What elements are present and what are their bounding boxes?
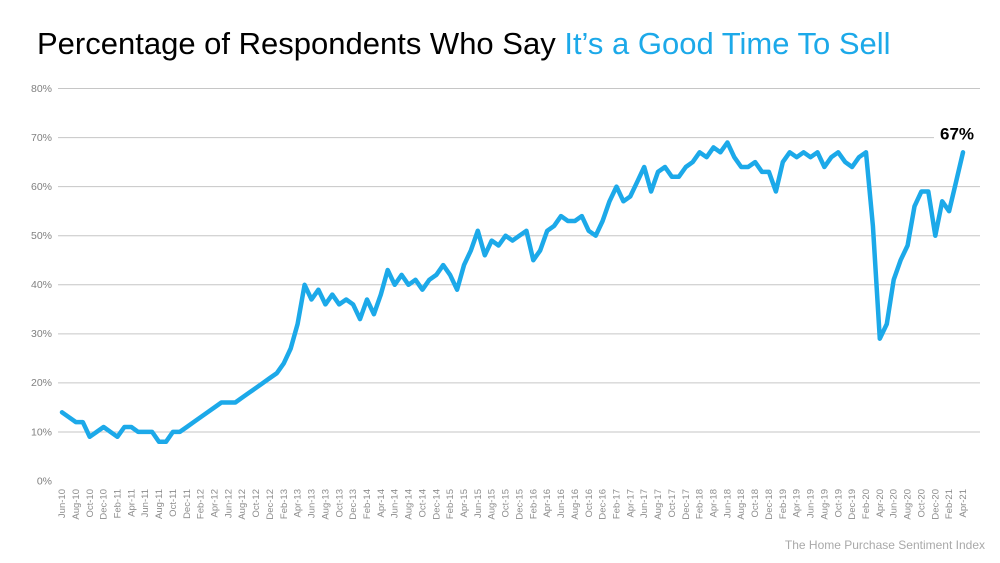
last-value-annotation: 67% (934, 123, 980, 146)
x-tick-label: Aug-18 (736, 489, 747, 520)
x-tick-label: Apr-21 (958, 489, 969, 518)
last-value-label: 67% (940, 124, 974, 143)
x-tick-label: Apr-13 (293, 489, 304, 518)
x-tick-label: Jun-19 (806, 489, 817, 518)
chart-title-black: Percentage of Respondents Who Say (37, 26, 564, 61)
data-series (59, 140, 966, 445)
x-tick-label: Apr-11 (126, 489, 137, 517)
x-tick-label: Dec-14 (431, 489, 442, 520)
x-tick-label: Dec-15 (514, 489, 525, 520)
x-tick-label: Apr-16 (542, 489, 553, 518)
x-tick-label: Aug-19 (819, 489, 830, 520)
x-tick-label: Dec-10 (99, 489, 110, 520)
x-axis-tick-labels: Jun-10 Aug-10 Oct-10 Dec-10 Feb-11 Apr-11 Jun-… (57, 489, 969, 520)
x-tick-label: Jun-16 (556, 489, 567, 518)
x-tick-label: Aug-20 (903, 489, 914, 520)
x-tick-label: Dec-18 (764, 489, 775, 520)
y-tick-label: 50% (31, 230, 52, 242)
x-tick-label: Feb-15 (445, 489, 456, 519)
x-tick-label: Oct-17 (667, 489, 678, 518)
x-tick-label: Jun-17 (639, 489, 650, 518)
trend-line (59, 140, 966, 445)
x-tick-label: Dec-11 (182, 489, 193, 519)
x-tick-label: Feb-12 (196, 489, 207, 519)
y-axis-tick-labels: 0% 10% 20% 30% 40% 50% 60% 70% 80% (31, 83, 52, 487)
x-tick-label: Feb-16 (528, 489, 539, 519)
y-tick-label: 30% (31, 328, 52, 340)
x-tick-label: Oct-10 (85, 489, 96, 518)
x-tick-label: Dec-20 (930, 489, 941, 520)
x-tick-label: Apr-19 (792, 489, 803, 518)
x-tick-label: Feb-20 (861, 489, 872, 519)
x-tick-label: Feb-21 (944, 489, 955, 519)
x-tick-label: Oct-13 (334, 489, 345, 518)
y-tick-label: 70% (31, 132, 52, 144)
y-tick-label: 40% (31, 279, 52, 291)
x-tick-label: Apr-17 (625, 489, 636, 518)
x-tick-label: Jun-18 (722, 489, 733, 518)
x-tick-label: Jun-13 (307, 489, 318, 518)
y-tick-label: 0% (37, 475, 52, 487)
x-tick-label: Dec-17 (681, 489, 692, 520)
x-tick-label: Feb-19 (778, 489, 789, 519)
x-tick-label: Oct-14 (417, 489, 428, 518)
x-tick-label: Aug-12 (237, 489, 248, 520)
x-tick-label: Oct-11 (168, 489, 179, 517)
y-tick-label: 20% (31, 377, 52, 389)
x-tick-label: Oct-16 (584, 489, 595, 518)
x-tick-label: Apr-14 (376, 489, 387, 518)
x-tick-label: Aug-17 (653, 489, 664, 520)
x-tick-label: Jun-10 (57, 489, 68, 518)
x-tick-label: Feb-11 (112, 489, 123, 518)
chart-title-accent: It’s a Good Time To Sell (564, 26, 890, 61)
x-tick-label: Dec-16 (598, 489, 609, 520)
y-tick-label: 10% (31, 426, 52, 438)
x-tick-label: Oct-12 (251, 489, 262, 518)
x-tick-label: Feb-18 (695, 489, 706, 519)
x-tick-label: Feb-14 (362, 489, 373, 519)
x-tick-label: Dec-13 (348, 489, 359, 520)
x-tick-label: Aug-13 (320, 489, 331, 520)
x-tick-label: Apr-15 (459, 489, 470, 518)
x-tick-label: Oct-19 (833, 489, 844, 518)
x-tick-label: Apr-12 (210, 489, 221, 518)
x-tick-label: Aug-11 (154, 489, 165, 519)
y-tick-label: 80% (31, 83, 52, 95)
x-tick-label: Jun-12 (223, 489, 234, 518)
x-tick-label: Jun-14 (390, 489, 401, 518)
source-label: The Home Purchase Sentiment Index (785, 538, 985, 552)
gridlines (58, 88, 980, 433)
x-tick-label: Aug-14 (404, 489, 415, 520)
x-tick-label: Apr-20 (875, 489, 886, 518)
x-tick-label: Oct-20 (916, 489, 927, 518)
x-tick-label: Jun-15 (473, 489, 484, 518)
x-tick-label: Apr-18 (709, 489, 720, 518)
x-tick-label: Oct-15 (501, 489, 512, 518)
x-tick-label: Feb-13 (279, 489, 290, 519)
x-tick-label: Dec-19 (847, 489, 858, 520)
x-tick-label: Jun-20 (889, 489, 900, 518)
y-tick-label: 60% (31, 181, 52, 193)
x-tick-label: Aug-15 (487, 489, 498, 520)
x-tick-label: Feb-17 (612, 489, 623, 519)
x-tick-label: Oct-18 (750, 489, 761, 518)
x-tick-label: Aug-16 (570, 489, 581, 520)
annotation-backing (934, 123, 980, 146)
x-tick-label: Aug-10 (71, 489, 82, 520)
chart-title: Percentage of Respondents Who Say It’s a… (37, 26, 891, 61)
x-tick-label: Jun-11 (140, 489, 151, 517)
x-tick-label: Dec-12 (265, 489, 276, 520)
